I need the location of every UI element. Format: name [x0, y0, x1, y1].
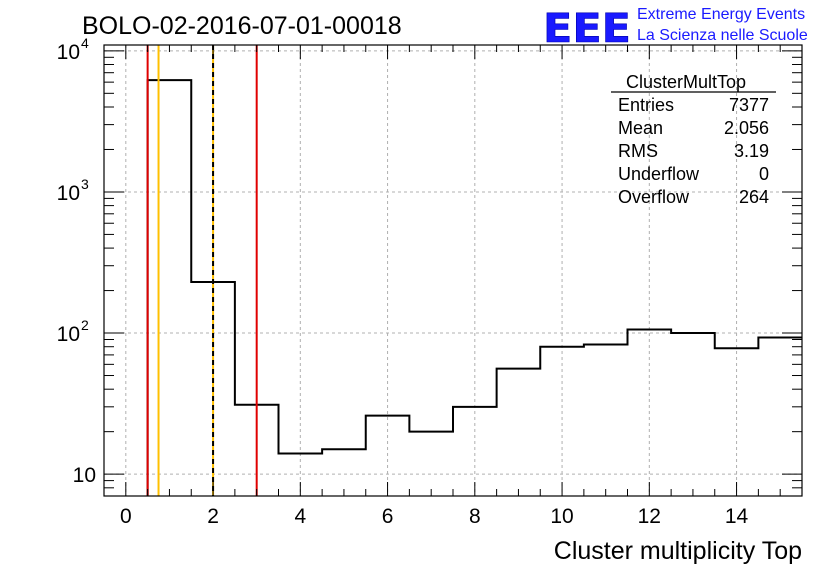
x-axis: 0 2 4 6 8 10 12 14 [103, 45, 803, 528]
stats-row-label: Mean [618, 118, 663, 138]
page-title: BOLO-02-2016-07-01-00018 [82, 12, 402, 40]
y-tick-label: 10 [57, 41, 80, 64]
stats-row-label: Overflow [618, 187, 690, 207]
stats-row-label: Entries [618, 95, 674, 115]
logo-line2: La Scienza nelle Scuole [637, 27, 808, 44]
histogram-outline [146, 79, 802, 496]
stats-row-value: 3.19 [734, 141, 769, 161]
marker-lines [146, 45, 258, 496]
stats-title: ClusterMultTop [626, 72, 746, 92]
x-axis-label: Cluster multiplicity Top [554, 537, 802, 565]
y-tick-label: 10 [73, 464, 96, 487]
stats-rows: Entries 7377 Mean 2.056 RMS 3.19 Underflow 0 Ove… [618, 95, 769, 207]
stats-row-value: 7377 [729, 95, 769, 115]
stats-row-label: Underflow [618, 164, 700, 184]
histogram-series [146, 79, 802, 496]
x-tick-label: 12 [638, 505, 661, 528]
stats-row-value: 264 [739, 187, 769, 207]
stats-row-value: 0 [759, 164, 769, 184]
y-tick-exponent: 4 [81, 35, 89, 51]
y-tick-label: 10 [57, 182, 80, 205]
logo-line1: Extreme Energy Events [637, 6, 805, 23]
stats-row-label: RMS [618, 141, 658, 161]
y-tick-label: 10 [57, 323, 80, 346]
x-tick-label: 0 [120, 505, 132, 528]
stats-row-value: 2.056 [724, 118, 769, 138]
x-tick-label: 4 [294, 505, 306, 528]
y-tick-exponent: 2 [81, 317, 89, 333]
stats-box: ClusterMultTop Entries 7377 Mean 2.056 RMS 3.… [611, 72, 776, 207]
eee-logo: EEE Extreme Energy Events La Scienza nel… [543, 6, 808, 53]
x-tick-label: 2 [207, 505, 219, 528]
y-tick-exponent: 3 [81, 176, 89, 192]
x-tick-label: 10 [550, 505, 573, 528]
x-tick-label: 14 [725, 505, 749, 528]
logo-mark: EEE [543, 6, 631, 52]
x-tick-label: 8 [469, 505, 481, 528]
x-tick-label: 6 [382, 505, 394, 528]
